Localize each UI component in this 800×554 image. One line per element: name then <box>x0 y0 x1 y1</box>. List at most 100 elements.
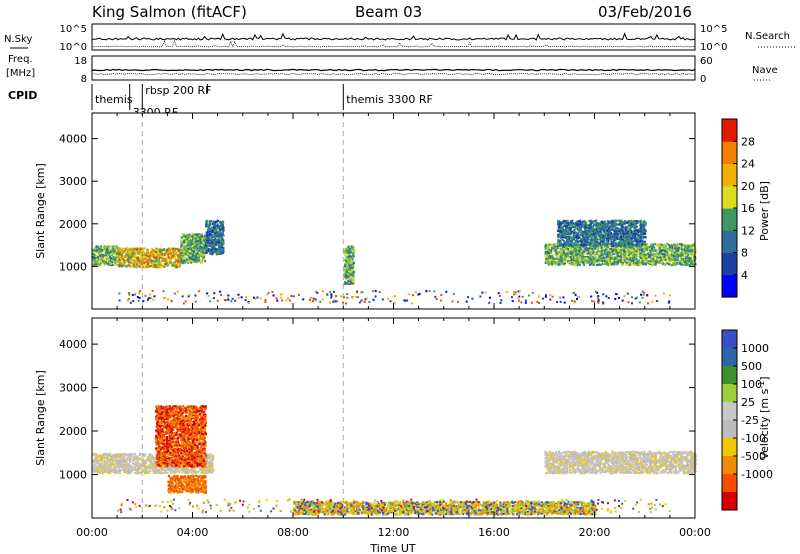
data-cell <box>685 263 687 265</box>
data-cell <box>158 265 160 267</box>
data-cell <box>626 222 628 224</box>
data-cell <box>620 220 622 222</box>
data-cell <box>203 242 205 244</box>
data-cell <box>567 223 569 225</box>
data-cell <box>561 244 563 246</box>
data-cell <box>143 247 145 249</box>
data-cell <box>634 223 636 225</box>
data-cell <box>197 252 199 254</box>
data-cell <box>151 256 153 258</box>
data-cell <box>584 258 586 260</box>
data-cell <box>641 254 643 256</box>
data-cell <box>170 252 172 254</box>
data-cell <box>577 237 579 239</box>
data-cell <box>618 243 620 245</box>
data-cell <box>203 252 205 254</box>
data-cell <box>611 263 613 265</box>
data-cell <box>156 260 158 262</box>
data-cell <box>592 252 594 254</box>
data-cell <box>609 225 611 227</box>
data-cell <box>598 239 600 241</box>
data-cell <box>114 247 116 249</box>
data-cell <box>577 228 579 230</box>
data-cell <box>158 260 160 262</box>
data-cell <box>561 254 563 256</box>
data-cell <box>197 245 199 247</box>
data-cell <box>666 256 668 258</box>
data-cell <box>187 248 189 250</box>
data-cell <box>607 237 609 239</box>
data-cell <box>195 242 197 244</box>
data-cell <box>137 253 139 255</box>
data-cell <box>567 248 569 250</box>
data-cell <box>101 256 103 258</box>
data-cell <box>593 221 595 223</box>
data-cell <box>632 231 634 233</box>
data-cell <box>624 256 626 258</box>
data-cell <box>569 233 571 235</box>
data-cell <box>665 246 667 248</box>
data-cell <box>636 226 638 228</box>
data-cell <box>666 243 668 245</box>
data-cell <box>642 226 644 228</box>
data-cell <box>107 263 109 265</box>
data-cell <box>593 224 595 226</box>
data-cell <box>629 228 631 230</box>
data-cell <box>186 234 188 236</box>
data-cell <box>673 250 675 252</box>
data-cell <box>595 220 597 222</box>
data-cell <box>682 252 684 254</box>
data-cell <box>200 249 202 251</box>
data-cell <box>693 248 695 250</box>
data-cell <box>591 262 593 264</box>
data-cell <box>565 255 567 257</box>
data-cell <box>578 244 580 246</box>
data-cell <box>619 224 621 226</box>
data-cell <box>643 236 645 238</box>
data-cell <box>138 259 140 261</box>
data-cell <box>100 245 102 247</box>
data-cell <box>98 261 100 263</box>
data-cell <box>637 261 639 263</box>
data-cell <box>616 252 618 254</box>
data-cell <box>107 252 109 254</box>
data-cell <box>609 233 611 235</box>
data-cell <box>126 264 128 266</box>
data-cell <box>163 258 165 260</box>
data-cell <box>180 264 182 266</box>
data-cell <box>628 245 630 247</box>
data-cell <box>631 260 633 262</box>
data-cell <box>565 221 567 223</box>
data-cell <box>612 257 614 259</box>
data-cell <box>209 253 211 255</box>
data-cell <box>113 258 115 260</box>
data-cell <box>614 243 616 245</box>
data-cell <box>183 241 185 243</box>
data-cell <box>562 228 564 230</box>
data-cell <box>185 241 187 243</box>
data-cell <box>141 248 143 250</box>
freq-left-label-2: [MHz] <box>6 68 35 79</box>
data-cell <box>571 231 573 233</box>
data-cell <box>165 263 167 265</box>
data-cell <box>205 242 207 244</box>
data-cell <box>611 221 613 223</box>
data-cell <box>668 260 670 262</box>
data-cell <box>563 235 565 237</box>
data-cell <box>131 266 133 268</box>
data-cell <box>642 229 644 231</box>
data-cell <box>122 249 124 251</box>
data-cell <box>586 224 588 226</box>
data-cell <box>652 263 654 265</box>
data-cell <box>646 261 648 263</box>
data-cell <box>684 250 686 252</box>
data-cell <box>614 233 616 235</box>
data-cell <box>613 261 615 263</box>
data-cell <box>599 251 601 253</box>
data-cell <box>206 232 208 234</box>
data-cell <box>652 258 654 260</box>
data-cell <box>128 254 130 256</box>
data-cell <box>164 251 166 253</box>
data-cell <box>687 262 689 264</box>
data-cell <box>200 242 202 244</box>
